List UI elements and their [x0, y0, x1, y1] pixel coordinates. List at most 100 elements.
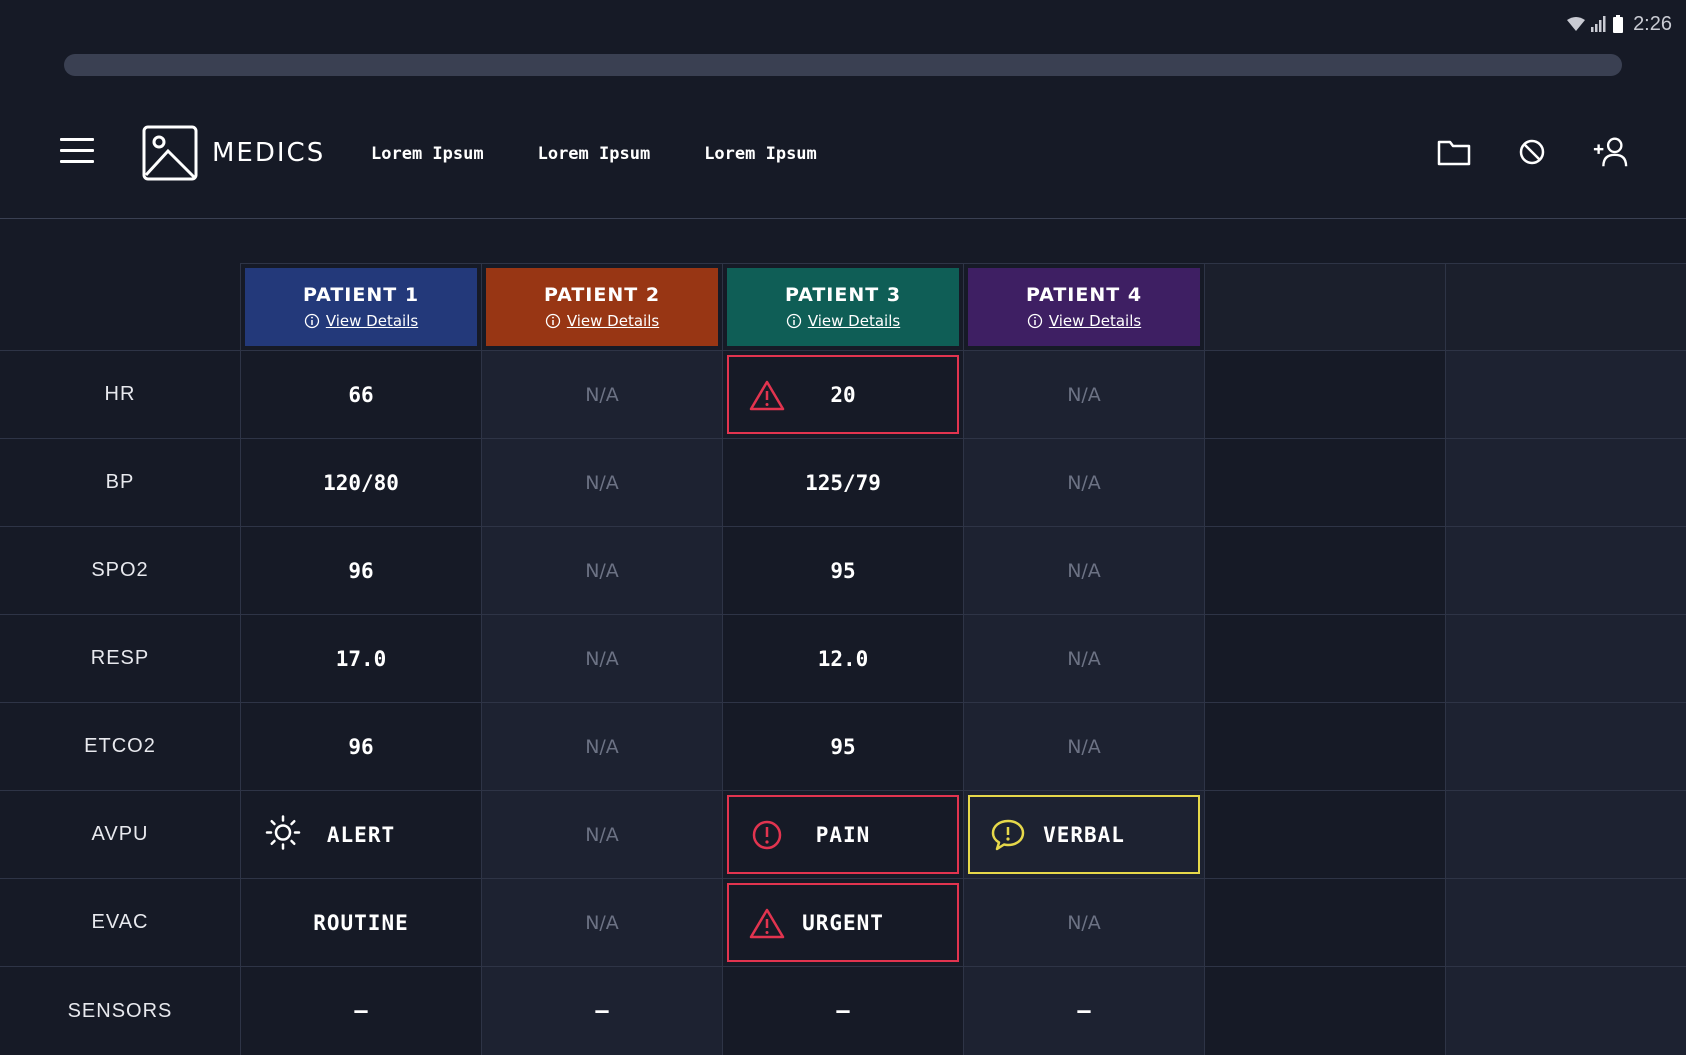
row-label: HR	[104, 383, 136, 405]
vitals-row-sensors: SENSORS – – – –	[0, 967, 1686, 1055]
row-label: SENSORS	[67, 999, 173, 1022]
empty-cell	[1204, 615, 1445, 702]
empty-cell	[1204, 967, 1445, 1055]
patient-name: PATIENT 4	[1025, 284, 1143, 306]
patient-column-4: PATIENT 4 View Details	[963, 263, 1204, 350]
value-cell: N/A	[963, 439, 1204, 526]
value-cell: 12.0	[722, 615, 963, 702]
status-bar: 2:26	[1567, 12, 1672, 36]
view-details-link[interactable]: View Details	[566, 312, 660, 330]
empty-cell	[1445, 791, 1686, 878]
value-cell: N/A	[963, 615, 1204, 702]
nav-link-3[interactable]: Lorem Ipsum	[704, 144, 817, 164]
empty-cell	[1204, 703, 1445, 790]
value-cell: –	[240, 967, 481, 1055]
nav-link-1[interactable]: Lorem Ipsum	[371, 144, 484, 164]
empty-cell	[1445, 351, 1686, 438]
alert-box: 20	[727, 355, 959, 434]
view-details-link[interactable]: View Details	[1048, 312, 1142, 330]
value-cell: N/A	[963, 527, 1204, 614]
info-icon	[304, 313, 319, 329]
status-text: ALERT	[326, 822, 396, 847]
menu-button[interactable]	[60, 138, 94, 168]
add-user-button[interactable]	[1592, 134, 1628, 170]
value-cell: N/A	[481, 351, 722, 438]
vitals-row-bp: BP 120/80 N/A 125/79 N/A	[0, 439, 1686, 527]
row-label: ETCO2	[84, 735, 156, 757]
block-icon	[1519, 139, 1545, 165]
menu-icon-line	[60, 160, 94, 163]
value-cell: N/A	[481, 527, 722, 614]
value-cell: 66	[240, 351, 481, 438]
value-cell: 95	[722, 527, 963, 614]
menu-icon-line	[60, 138, 94, 141]
app-header: MEDICS Lorem Ipsum Lorem Ipsum Lorem Ips…	[0, 100, 1686, 219]
value-cell: –	[481, 967, 722, 1055]
menu-icon-line	[60, 149, 94, 152]
clock: 2:26	[1633, 12, 1672, 35]
value-cell-warning[interactable]: VERBAL	[963, 791, 1204, 878]
value-cell: 96	[240, 703, 481, 790]
empty-column-5	[1204, 263, 1445, 350]
value-cell: N/A	[481, 703, 722, 790]
value-cell: ROUTINE	[240, 879, 481, 966]
value-cell: 95	[722, 703, 963, 790]
alert-box: URGENT	[727, 883, 959, 962]
value-cell: 125/79	[722, 439, 963, 526]
patient-card-4[interactable]: PATIENT 4 View Details	[968, 268, 1200, 346]
alert-circle-icon	[752, 820, 782, 849]
progress-bar	[64, 54, 1622, 76]
patient-card-2[interactable]: PATIENT 2 View Details	[486, 268, 718, 346]
info-icon	[545, 313, 560, 329]
main-nav: Lorem Ipsum Lorem Ipsum Lorem Ipsum	[371, 144, 817, 164]
patient-card-3[interactable]: PATIENT 3 View Details	[727, 268, 959, 346]
value-cell-alert[interactable]: PAIN	[722, 791, 963, 878]
value-cell: N/A	[963, 879, 1204, 966]
view-details-link[interactable]: View Details	[325, 312, 419, 330]
folder-icon	[1437, 140, 1471, 166]
value-cell: N/A	[481, 791, 722, 878]
warning-triangle-icon	[749, 908, 785, 938]
vitals-row-avpu: AVPU ALERT N/A PAIN VERBAL	[0, 791, 1686, 879]
value-cell-alert[interactable]: URGENT	[722, 879, 963, 966]
block-button[interactable]	[1514, 134, 1550, 170]
nav-link-2[interactable]: Lorem Ipsum	[537, 144, 651, 164]
patient-card-1[interactable]: PATIENT 1 View Details	[245, 268, 477, 346]
alert-value: PAIN	[815, 822, 871, 847]
value-cell: N/A	[481, 879, 722, 966]
empty-cell	[1204, 439, 1445, 526]
row-label: AVPU	[91, 823, 149, 845]
alert-value: URGENT	[802, 910, 884, 935]
patient-column-3: PATIENT 3 View Details	[722, 263, 963, 350]
patient-column-1: PATIENT 1 View Details	[240, 263, 481, 350]
value-cell-alert[interactable]: 20	[722, 351, 963, 438]
empty-cell	[1445, 527, 1686, 614]
empty-cell	[1445, 439, 1686, 526]
empty-cell	[1445, 615, 1686, 702]
vitals-row-spo2: SPO2 96 N/A 95 N/A	[0, 527, 1686, 615]
folder-button[interactable]	[1436, 134, 1472, 170]
empty-column-6	[1445, 263, 1686, 350]
vitals-row-resp: RESP 17.0 N/A 12.0 N/A	[0, 615, 1686, 703]
patient-name: PATIENT 3	[784, 284, 902, 306]
vitals-row-etco2: ETCO2 96 N/A 95 N/A	[0, 703, 1686, 791]
image-logo-icon	[142, 125, 198, 181]
patient-grid: PATIENT 1 View Details PATIENT 2 View De…	[0, 263, 1686, 1055]
empty-cell	[1445, 879, 1686, 966]
battery-icon	[1613, 15, 1624, 33]
vitals-row-hr: HR 66 N/A 20 N/A	[0, 351, 1686, 439]
empty-cell	[1204, 351, 1445, 438]
empty-cell	[1204, 879, 1445, 966]
add-user-icon	[1593, 137, 1628, 167]
row-label: BP	[105, 471, 135, 493]
patient-header-row: PATIENT 1 View Details PATIENT 2 View De…	[0, 263, 1686, 351]
view-details-link[interactable]: View Details	[807, 312, 901, 330]
empty-cell	[1204, 791, 1445, 878]
row-label: SPO2	[91, 559, 149, 581]
row-label: EVAC	[91, 911, 149, 933]
info-icon	[786, 313, 801, 329]
warning-box: VERBAL	[968, 795, 1200, 874]
value-cell: 120/80	[240, 439, 481, 526]
patient-name: PATIENT 2	[543, 284, 661, 306]
empty-cell	[1445, 703, 1686, 790]
